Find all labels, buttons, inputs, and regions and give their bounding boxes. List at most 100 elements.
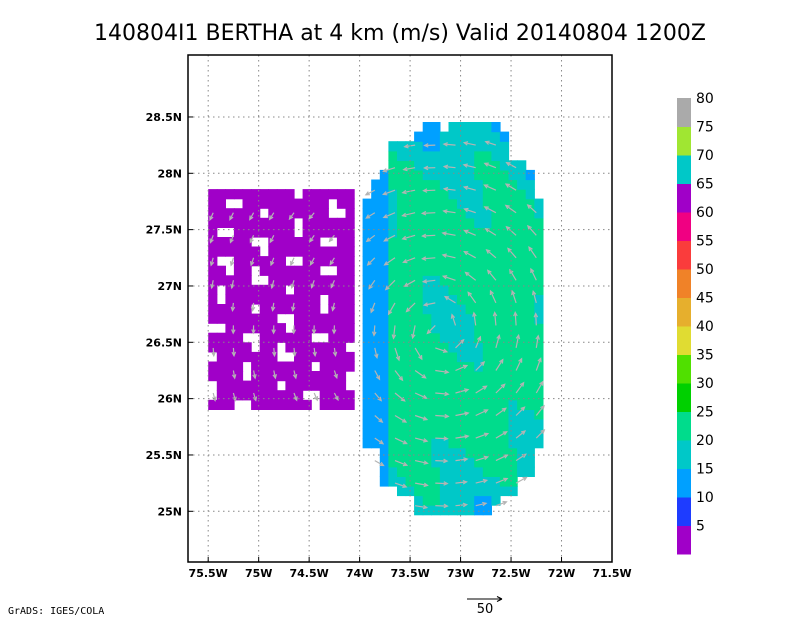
wind-speed-cell	[208, 265, 218, 276]
wind-speed-cell	[371, 380, 381, 391]
wind-speed-cell	[259, 256, 269, 267]
wind-speed-cell	[508, 265, 518, 276]
wind-speed-cell	[499, 371, 510, 382]
wind-speed-cell	[534, 438, 544, 449]
colorbar-swatch	[677, 183, 691, 213]
wind-speed-cell	[251, 390, 261, 401]
wind-vector	[464, 271, 477, 281]
wind-vector	[333, 370, 338, 380]
wind-speed-cell	[233, 332, 244, 343]
wind-speed-cell	[508, 409, 518, 420]
wind-speed-cell	[319, 256, 329, 267]
wind-vector	[526, 204, 537, 214]
wind-speed-cell	[379, 351, 389, 363]
wind-speed-cell	[388, 198, 398, 209]
wind-vector	[231, 347, 237, 358]
wind-speed-cell	[397, 390, 407, 401]
wind-speed-cell	[216, 189, 226, 200]
wind-speed-cell	[422, 160, 432, 171]
wind-speed-cell	[242, 313, 252, 324]
wind-vector	[309, 257, 315, 266]
wind-speed-cell	[414, 246, 424, 257]
wind-speed-cell	[448, 361, 458, 372]
wind-speed-cell	[465, 390, 475, 401]
wind-speed-cell	[457, 313, 467, 324]
wind-speed-cell	[534, 313, 544, 324]
wind-speed-cell	[422, 150, 432, 161]
wind-vector	[414, 370, 427, 379]
wind-speed-cell	[448, 485, 458, 497]
wind-speed-cell	[268, 198, 278, 209]
wind-speed-cell	[525, 390, 535, 401]
wind-speed-cell	[294, 351, 304, 363]
wind-speed-cell	[414, 284, 424, 295]
wind-speed-cell	[311, 371, 321, 382]
wind-speed-cell	[405, 304, 415, 315]
wind-speed-cell	[448, 371, 458, 382]
wind-speed-cell	[482, 438, 492, 449]
wind-speed-cell	[491, 380, 501, 391]
wind-vector	[291, 302, 296, 312]
wind-speed-cell	[319, 390, 329, 401]
wind-speed-cell	[465, 189, 475, 200]
wind-vector	[535, 334, 540, 348]
wind-speed-cell	[388, 237, 398, 248]
wind-speed-cell	[345, 246, 355, 257]
wind-speed-cell	[371, 284, 381, 295]
wind-speed-cell	[534, 256, 544, 267]
wind-speed-cell	[276, 189, 286, 200]
wind-speed-cell	[259, 284, 269, 295]
wind-vector	[209, 235, 214, 244]
wind-speed-cell	[517, 275, 527, 286]
wind-speed-cell	[405, 438, 415, 449]
wind-speed-cell	[465, 237, 475, 248]
wind-speed-cell	[225, 351, 235, 363]
wind-speed-cell	[233, 323, 244, 334]
wind-speed-cell	[397, 208, 407, 219]
wind-speed-cell	[465, 169, 475, 181]
wind-speed-cell	[439, 198, 450, 209]
wind-speed-cell	[397, 371, 407, 382]
wind-speed-cell	[431, 284, 441, 295]
wind-speed-cell	[474, 380, 484, 391]
wind-vector	[229, 212, 234, 221]
wind-speed-cell	[414, 227, 424, 238]
wind-speed-cell	[422, 332, 432, 343]
colorbar-label: 60	[696, 205, 714, 221]
wind-speed-cell	[319, 275, 329, 286]
wind-speed-cell	[465, 399, 475, 410]
wind-speed-cell	[439, 208, 450, 219]
wind-speed-cell	[491, 122, 501, 133]
wind-speed-cell	[517, 208, 527, 219]
wind-speed-cell	[251, 256, 261, 267]
wind-vector	[394, 482, 408, 488]
wind-vector	[402, 257, 416, 264]
wind-speed-cell	[422, 351, 432, 363]
wind-vector	[374, 370, 381, 381]
wind-speed-cell	[422, 438, 432, 449]
wind-speed-cell	[242, 390, 252, 401]
wind-speed-cell	[371, 418, 381, 430]
wind-speed-cell	[499, 332, 510, 343]
wind-speed-cell	[242, 275, 252, 286]
wind-speed-cell	[491, 409, 501, 420]
wind-vector	[515, 333, 521, 349]
wind-speed-cell	[525, 409, 535, 420]
wind-speed-cell	[499, 160, 510, 171]
wind-speed-cell	[439, 275, 450, 286]
wind-speed-cell	[328, 380, 338, 391]
wind-vector	[467, 291, 477, 304]
wind-speed-cell	[242, 198, 252, 209]
wind-vector	[526, 224, 537, 236]
y-tick-label: 27N	[157, 280, 182, 293]
wind-speed-cell	[525, 380, 535, 391]
y-tick-label: 28.5N	[146, 111, 182, 124]
wind-speed-cell	[457, 351, 467, 363]
wind-speed-cell	[525, 428, 535, 439]
colorbar-label: 5	[696, 519, 705, 535]
wind-speed-cell	[379, 256, 389, 267]
plot-border	[187, 54, 613, 563]
wind-speed-cell	[474, 169, 484, 181]
wind-vector	[391, 325, 397, 340]
wind-speed-cell	[336, 351, 347, 363]
